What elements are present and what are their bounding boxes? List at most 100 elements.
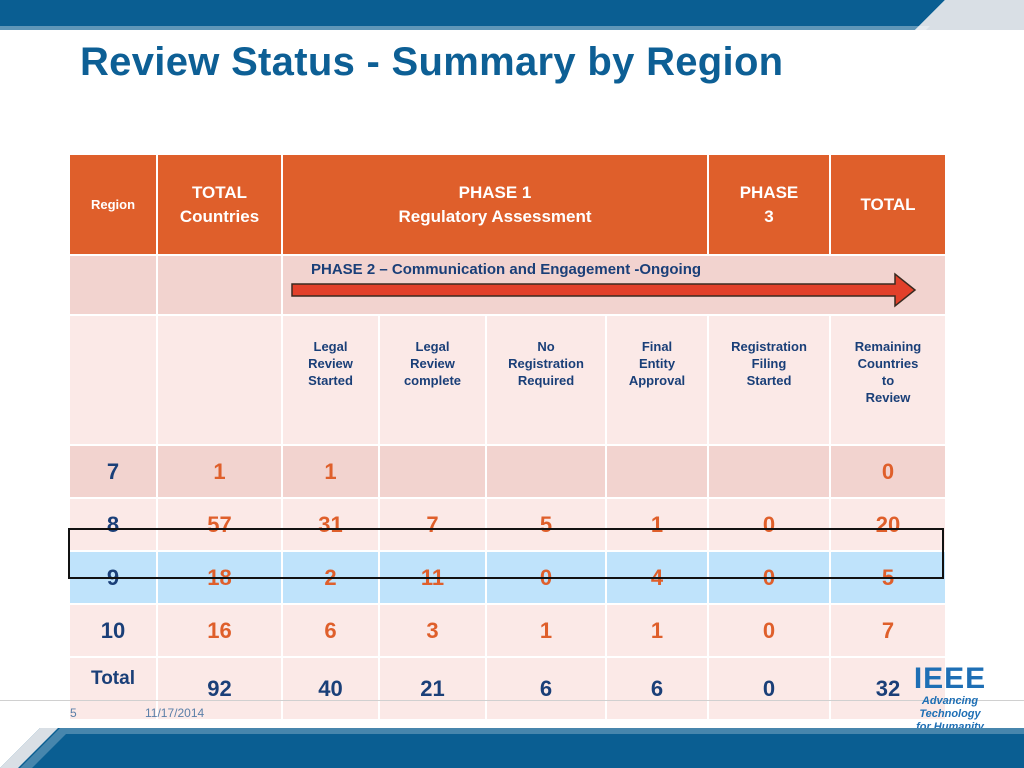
legal-review-complete-cell: 7 [378,497,487,552]
registration-filing-started-cell: 0 [707,603,831,658]
legal-review-started-cell: 31 [281,497,380,552]
remaining-countries-cell: 20 [829,497,947,552]
phase2-empty-cell [156,254,283,316]
phase2-label: PHASE 2 – Communication and Engagement -… [311,261,702,278]
remaining-countries-cell: 7 [829,603,947,658]
phase3-header-line2: 3 [764,206,774,226]
total-countries-cell: 1 [156,444,283,499]
total-row-label: Total [68,656,158,721]
remaining-countries-cell: 32 [829,656,947,721]
subheader-empty-cell [68,314,158,446]
subheader-line: Legal [415,339,450,354]
phase3-header: PHASE 3 [707,153,831,256]
no-registration-required-cell: 6 [485,656,607,721]
registration-filing-started-cell: 0 [707,656,831,721]
registration-filing-started-header: Registration Filing Started [707,314,831,446]
subheader-line: Filing [751,356,787,371]
ieee-logo-mark: IEEE [913,662,987,695]
legal-review-started-cell: 40 [281,656,380,721]
total-countries-cell: 92 [156,656,283,721]
total-row: Total 92 40 21 6 6 0 32 [68,656,947,721]
page-title: Review Status - Summary by Region [80,40,784,84]
legal-review-started-cell: 6 [281,603,380,658]
subheader-line: Review [410,356,455,371]
subheader-line: complete [403,373,462,388]
legal-review-started-cell: 2 [281,550,380,605]
registration-filing-started-cell: 0 [707,550,831,605]
remaining-countries-header: Remaining Countries to Review [829,314,947,446]
subheader-line: Started [746,373,792,388]
legal-review-complete-cell: 21 [378,656,487,721]
remaining-countries-cell: 5 [829,550,947,605]
total-countries-header-line1: TOTAL [191,182,248,202]
subheader-line: Legal [313,339,348,354]
total-header: TOTAL [829,153,947,256]
subheader-line: Final [641,339,673,354]
registration-filing-started-cell [707,444,831,499]
no-registration-required-cell: 5 [485,497,607,552]
bottom-banner [0,728,1024,768]
total-countries-cell: 18 [156,550,283,605]
total-countries-header-line2: Countries [179,206,260,226]
final-entity-approval-header: Final Entity Approval [605,314,709,446]
footer-divider [0,700,1024,701]
subheader-line: Registration [731,339,807,354]
subheader-line: Countries [857,356,919,371]
region-cell: 7 [68,444,158,499]
subheader-empty-cell [156,314,283,446]
no-registration-required-cell: 1 [485,603,607,658]
table-row: 10 16 6 3 1 1 0 7 [68,603,947,658]
registration-filing-started-cell: 0 [707,497,831,552]
arrow-right-icon [291,272,917,308]
subheader-line: No [537,339,555,354]
table-row-highlighted: 9 18 2 11 0 4 0 5 [68,550,947,605]
no-registration-required-cell [485,444,607,499]
table-row: 7 1 1 0 [68,444,947,499]
legal-review-complete-cell: 11 [378,550,487,605]
header-row: Region TOTAL Countries PHASE 1 Regulator… [68,153,947,256]
final-entity-approval-cell: 6 [605,656,709,721]
subheader-row: Legal Review Started Legal Review comple… [68,314,947,446]
subheader-line: Started [308,373,353,388]
phase1-header-line1: PHASE 1 [458,182,532,202]
top-banner [0,0,1024,30]
total-countries-cell: 16 [156,603,283,658]
legal-review-complete-header: Legal Review complete [378,314,487,446]
legal-review-complete-cell [378,444,487,499]
footer-date: 11/17/2014 [145,706,205,720]
ieee-logo: IEEE Advancing Technology for Humanity [895,663,1005,734]
subheader-line: Entity [638,356,676,371]
final-entity-approval-cell: 4 [605,550,709,605]
region-cell: 10 [68,603,158,658]
phase1-header: PHASE 1 Regulatory Assessment [281,153,709,256]
subheader-line: Required [517,373,575,388]
total-countries-header: TOTAL Countries [156,153,283,256]
phase3-header-line1: PHASE [739,182,799,202]
phase2-empty-cell [68,254,158,316]
phase2-cell: PHASE 2 – Communication and Engagement -… [281,254,947,316]
subheader-line: Review [308,356,353,371]
table-row: 8 57 31 7 5 1 0 20 [68,497,947,552]
page-number: 5 [70,706,77,720]
subheader-line: Review [865,390,911,405]
phase2-row: PHASE 2 – Communication and Engagement -… [68,254,947,316]
remaining-countries-cell: 0 [829,444,947,499]
subheader-line: Registration [508,356,584,371]
subheader-line: Approval [628,373,686,388]
total-countries-cell: 57 [156,497,283,552]
final-entity-approval-cell: 1 [605,603,709,658]
no-registration-required-cell: 0 [485,550,607,605]
region-cell: 8 [68,497,158,552]
subheader-line: Remaining [854,339,922,354]
subheader-line: to [881,373,895,388]
legal-review-complete-cell: 3 [378,603,487,658]
legal-review-started-header: Legal Review Started [281,314,380,446]
region-header: Region [68,153,158,256]
phase1-header-line2: Regulatory Assessment [398,206,592,226]
no-registration-required-header: No Registration Required [485,314,607,446]
summary-table: Region TOTAL Countries PHASE 1 Regulator… [68,153,947,721]
final-entity-approval-cell: 1 [605,497,709,552]
final-entity-approval-cell [605,444,709,499]
legal-review-started-cell: 1 [281,444,380,499]
region-cell: 9 [68,550,158,605]
